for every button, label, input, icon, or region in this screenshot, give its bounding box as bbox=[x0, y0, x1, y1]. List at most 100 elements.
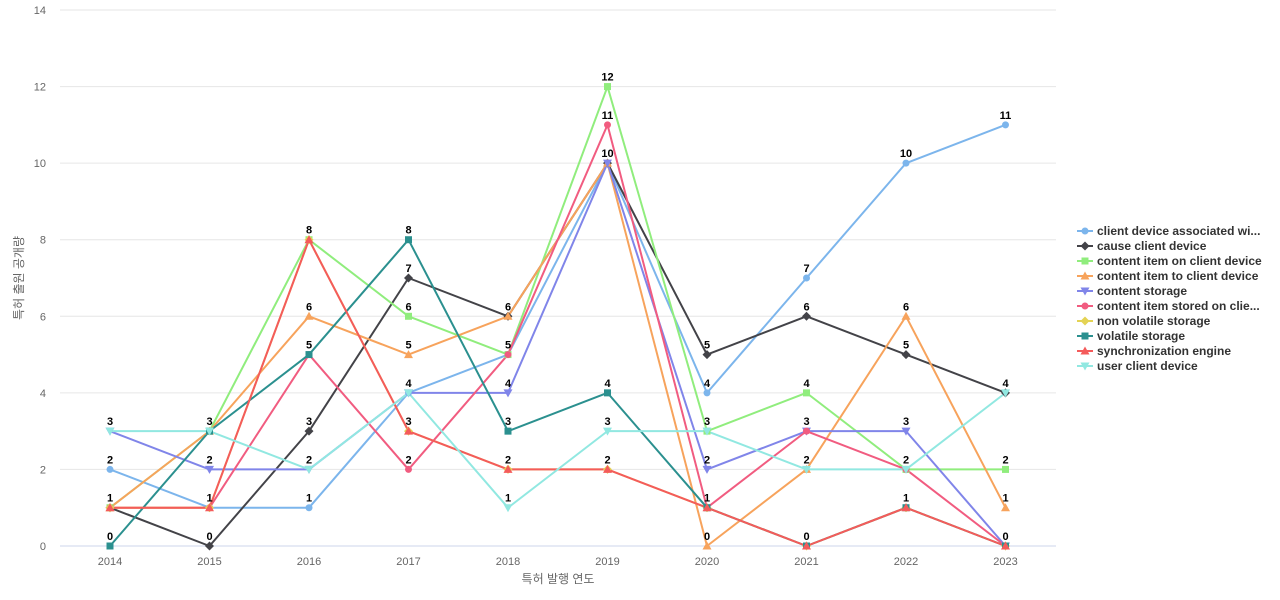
x-tick-label: 2014 bbox=[98, 556, 122, 568]
legend-marker bbox=[1080, 241, 1090, 251]
data-point bbox=[106, 465, 114, 473]
data-label: 2 bbox=[306, 454, 312, 466]
legend-item[interactable]: content item to client device bbox=[1077, 269, 1259, 283]
legend-marker bbox=[1081, 227, 1089, 235]
data-point bbox=[604, 83, 611, 91]
data-point bbox=[304, 311, 314, 320]
data-label: 5 bbox=[306, 340, 312, 352]
data-point bbox=[205, 427, 214, 436]
data-label: 8 bbox=[405, 225, 411, 237]
data-label: 1 bbox=[704, 493, 710, 505]
data-point bbox=[1002, 121, 1009, 129]
data-label: 1 bbox=[107, 493, 113, 505]
data-label: 3 bbox=[505, 416, 511, 428]
x-tick-label: 2015 bbox=[197, 556, 221, 568]
x-tick-label: 2017 bbox=[396, 556, 420, 568]
data-point bbox=[803, 389, 810, 397]
data-point bbox=[802, 311, 811, 321]
legend-item[interactable]: client device associated wi... bbox=[1077, 224, 1260, 238]
data-point bbox=[205, 465, 214, 474]
data-point bbox=[1002, 465, 1009, 473]
data-label: 1 bbox=[206, 493, 212, 505]
legend-label: content item on client device bbox=[1097, 254, 1262, 268]
data-point bbox=[503, 504, 513, 513]
data-label: 3 bbox=[803, 416, 809, 428]
data-label: 3 bbox=[903, 416, 909, 428]
series-line bbox=[110, 123, 1007, 547]
y-tick-label: 4 bbox=[40, 388, 46, 400]
series-lines bbox=[109, 85, 1007, 547]
data-point bbox=[504, 427, 512, 435]
legend-label: volatile storage bbox=[1097, 329, 1185, 343]
data-label: 5 bbox=[405, 340, 411, 352]
legend-label: synchronization engine bbox=[1097, 344, 1231, 358]
data-label: 0 bbox=[803, 531, 809, 543]
data-point bbox=[503, 311, 513, 320]
legend-label: content storage bbox=[1097, 284, 1187, 298]
y-tick-label: 6 bbox=[40, 311, 46, 323]
legend-item[interactable]: content storage bbox=[1077, 284, 1187, 298]
legend-marker bbox=[1080, 271, 1090, 280]
data-point bbox=[1001, 541, 1010, 550]
data-label: 1 bbox=[1002, 493, 1008, 505]
data-point bbox=[702, 541, 712, 550]
data-point bbox=[802, 541, 811, 550]
data-point bbox=[304, 465, 314, 474]
legend-label: non volatile storage bbox=[1097, 314, 1211, 328]
data-point bbox=[105, 503, 115, 512]
data-point bbox=[901, 427, 911, 436]
data-label: 2 bbox=[1002, 454, 1008, 466]
data-label: 4 bbox=[604, 378, 611, 390]
legend-label: cause client device bbox=[1097, 239, 1207, 253]
legend-item[interactable]: user client device bbox=[1077, 359, 1198, 373]
data-label: 3 bbox=[704, 416, 710, 428]
data-label: 7 bbox=[803, 263, 809, 275]
legend-label: user client device bbox=[1097, 359, 1198, 373]
data-point bbox=[503, 464, 513, 473]
data-point bbox=[503, 389, 513, 398]
data-label: 5 bbox=[704, 340, 710, 352]
x-tick-label: 2019 bbox=[595, 556, 619, 568]
data-label: 2 bbox=[206, 454, 212, 466]
data-label: 2 bbox=[107, 454, 113, 466]
data-point bbox=[901, 503, 911, 512]
legend-item[interactable]: synchronization engine bbox=[1077, 344, 1231, 358]
data-point bbox=[304, 426, 314, 436]
series-line bbox=[110, 391, 1007, 509]
legend-item[interactable]: content item stored on clie... bbox=[1077, 299, 1260, 313]
data-label: 6 bbox=[306, 301, 312, 313]
data-label: 0 bbox=[704, 531, 710, 543]
data-label: 5 bbox=[903, 340, 909, 352]
data-point bbox=[603, 427, 612, 436]
data-label: 10 bbox=[601, 148, 613, 160]
data-point bbox=[1001, 503, 1010, 512]
legend-label: content item to client device bbox=[1097, 269, 1259, 283]
data-point bbox=[1001, 389, 1010, 398]
legend-item[interactable]: content item on client device bbox=[1077, 254, 1262, 268]
data-point bbox=[702, 350, 712, 360]
data-label: 8 bbox=[306, 225, 312, 237]
data-point bbox=[404, 426, 413, 435]
data-label: 6 bbox=[903, 301, 909, 313]
data-labels: 3210321086532187654326543211211104325432… bbox=[107, 72, 1011, 543]
legend-label: content item stored on clie... bbox=[1097, 299, 1260, 313]
data-label: 2 bbox=[505, 454, 511, 466]
data-label: 0 bbox=[206, 531, 212, 543]
data-label: 1 bbox=[903, 493, 909, 505]
data-point bbox=[405, 236, 412, 244]
series-markers bbox=[105, 83, 1010, 551]
data-point bbox=[404, 350, 413, 359]
data-label: 10 bbox=[900, 148, 912, 160]
data-point bbox=[702, 503, 712, 512]
legend-item[interactable]: volatile storage bbox=[1077, 329, 1185, 343]
legend-item[interactable]: cause client device bbox=[1077, 239, 1207, 253]
legend-item[interactable]: non volatile storage bbox=[1077, 314, 1211, 328]
x-tick-label: 2021 bbox=[794, 556, 818, 568]
data-label: 6 bbox=[505, 301, 511, 313]
data-label: 3 bbox=[604, 416, 610, 428]
y-tick-label: 0 bbox=[40, 541, 46, 553]
x-tick-label: 2018 bbox=[496, 556, 520, 568]
data-point bbox=[105, 427, 115, 436]
legend-marker bbox=[1080, 287, 1090, 296]
